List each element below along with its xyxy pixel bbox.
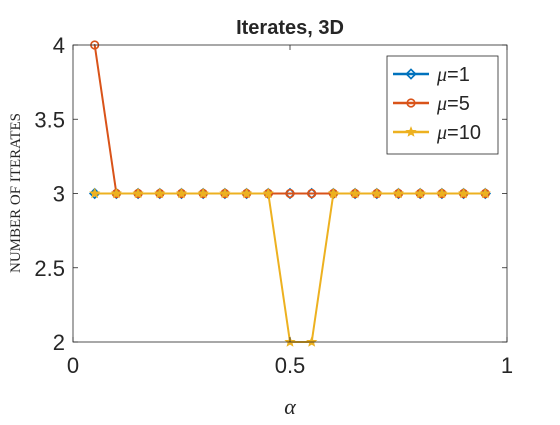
legend-value-text: =10 [447,122,481,144]
x-tick-label: 0.5 [275,353,306,378]
data-point-2-10 [285,188,295,199]
y-tick-label: 4 [53,33,65,58]
legend-label-2: μ=5 [436,93,470,115]
data-point-3-4 [154,187,166,199]
data-point-3-12 [327,187,339,199]
legend-mu-symbol: μ [436,93,447,115]
data-point-2-11 [307,188,317,199]
x-tick-label: 0 [67,353,79,378]
y-tick-label: 3.5 [34,107,65,132]
y-axis-label: NUMBER OF ITERATES [8,113,24,273]
y-tick-label: 2 [53,330,65,355]
data-point-3-7 [219,187,231,199]
data-point-3-5 [175,187,188,199]
y-tick-label: 3 [53,182,65,207]
data-point-3-18 [458,187,470,199]
data-point-3-15 [392,187,405,199]
legend-value-text: =1 [447,64,470,86]
legend-label-3: μ=10 [436,122,481,144]
data-point-3-14 [371,187,383,199]
axes-layer: 0 0.5 1 2 2.5 3 3.5 4 [34,33,513,378]
data-point-3-17 [436,187,448,199]
legend-item-3: μ=10 [393,122,481,144]
legend-item-2: μ=5 [393,93,470,115]
data-point-3-9 [262,187,274,199]
data-point-3-16 [414,187,426,199]
legend-marker-3 [405,126,417,137]
x-axis-label: α [284,394,296,419]
legend-label-1: μ=1 [436,64,470,86]
data-point-3-2 [110,187,122,199]
data-point-3-8 [241,187,253,199]
legend-marker-1 [405,68,417,80]
legend-item-1: μ=1 [393,64,470,86]
legend: μ=1μ=5μ=10 [386,55,499,155]
data-point-3-11 [306,336,318,347]
series-layer [88,40,492,347]
x-tick-label: 1 [501,353,513,378]
legend-box [386,55,499,155]
data-point-3-1 [89,187,101,199]
data-point-3-13 [349,187,361,199]
y-tick-label: 2.5 [34,256,65,281]
legend-marker-2 [406,98,416,108]
legend-value-text: =5 [447,93,470,115]
data-point-3-6 [197,187,209,199]
legend-mu-symbol: μ [436,122,447,144]
data-point-3-19 [479,187,491,199]
chart-title: Iterates, 3D [236,17,344,39]
data-point-3-3 [132,187,144,199]
legend-mu-symbol: μ [436,64,447,86]
